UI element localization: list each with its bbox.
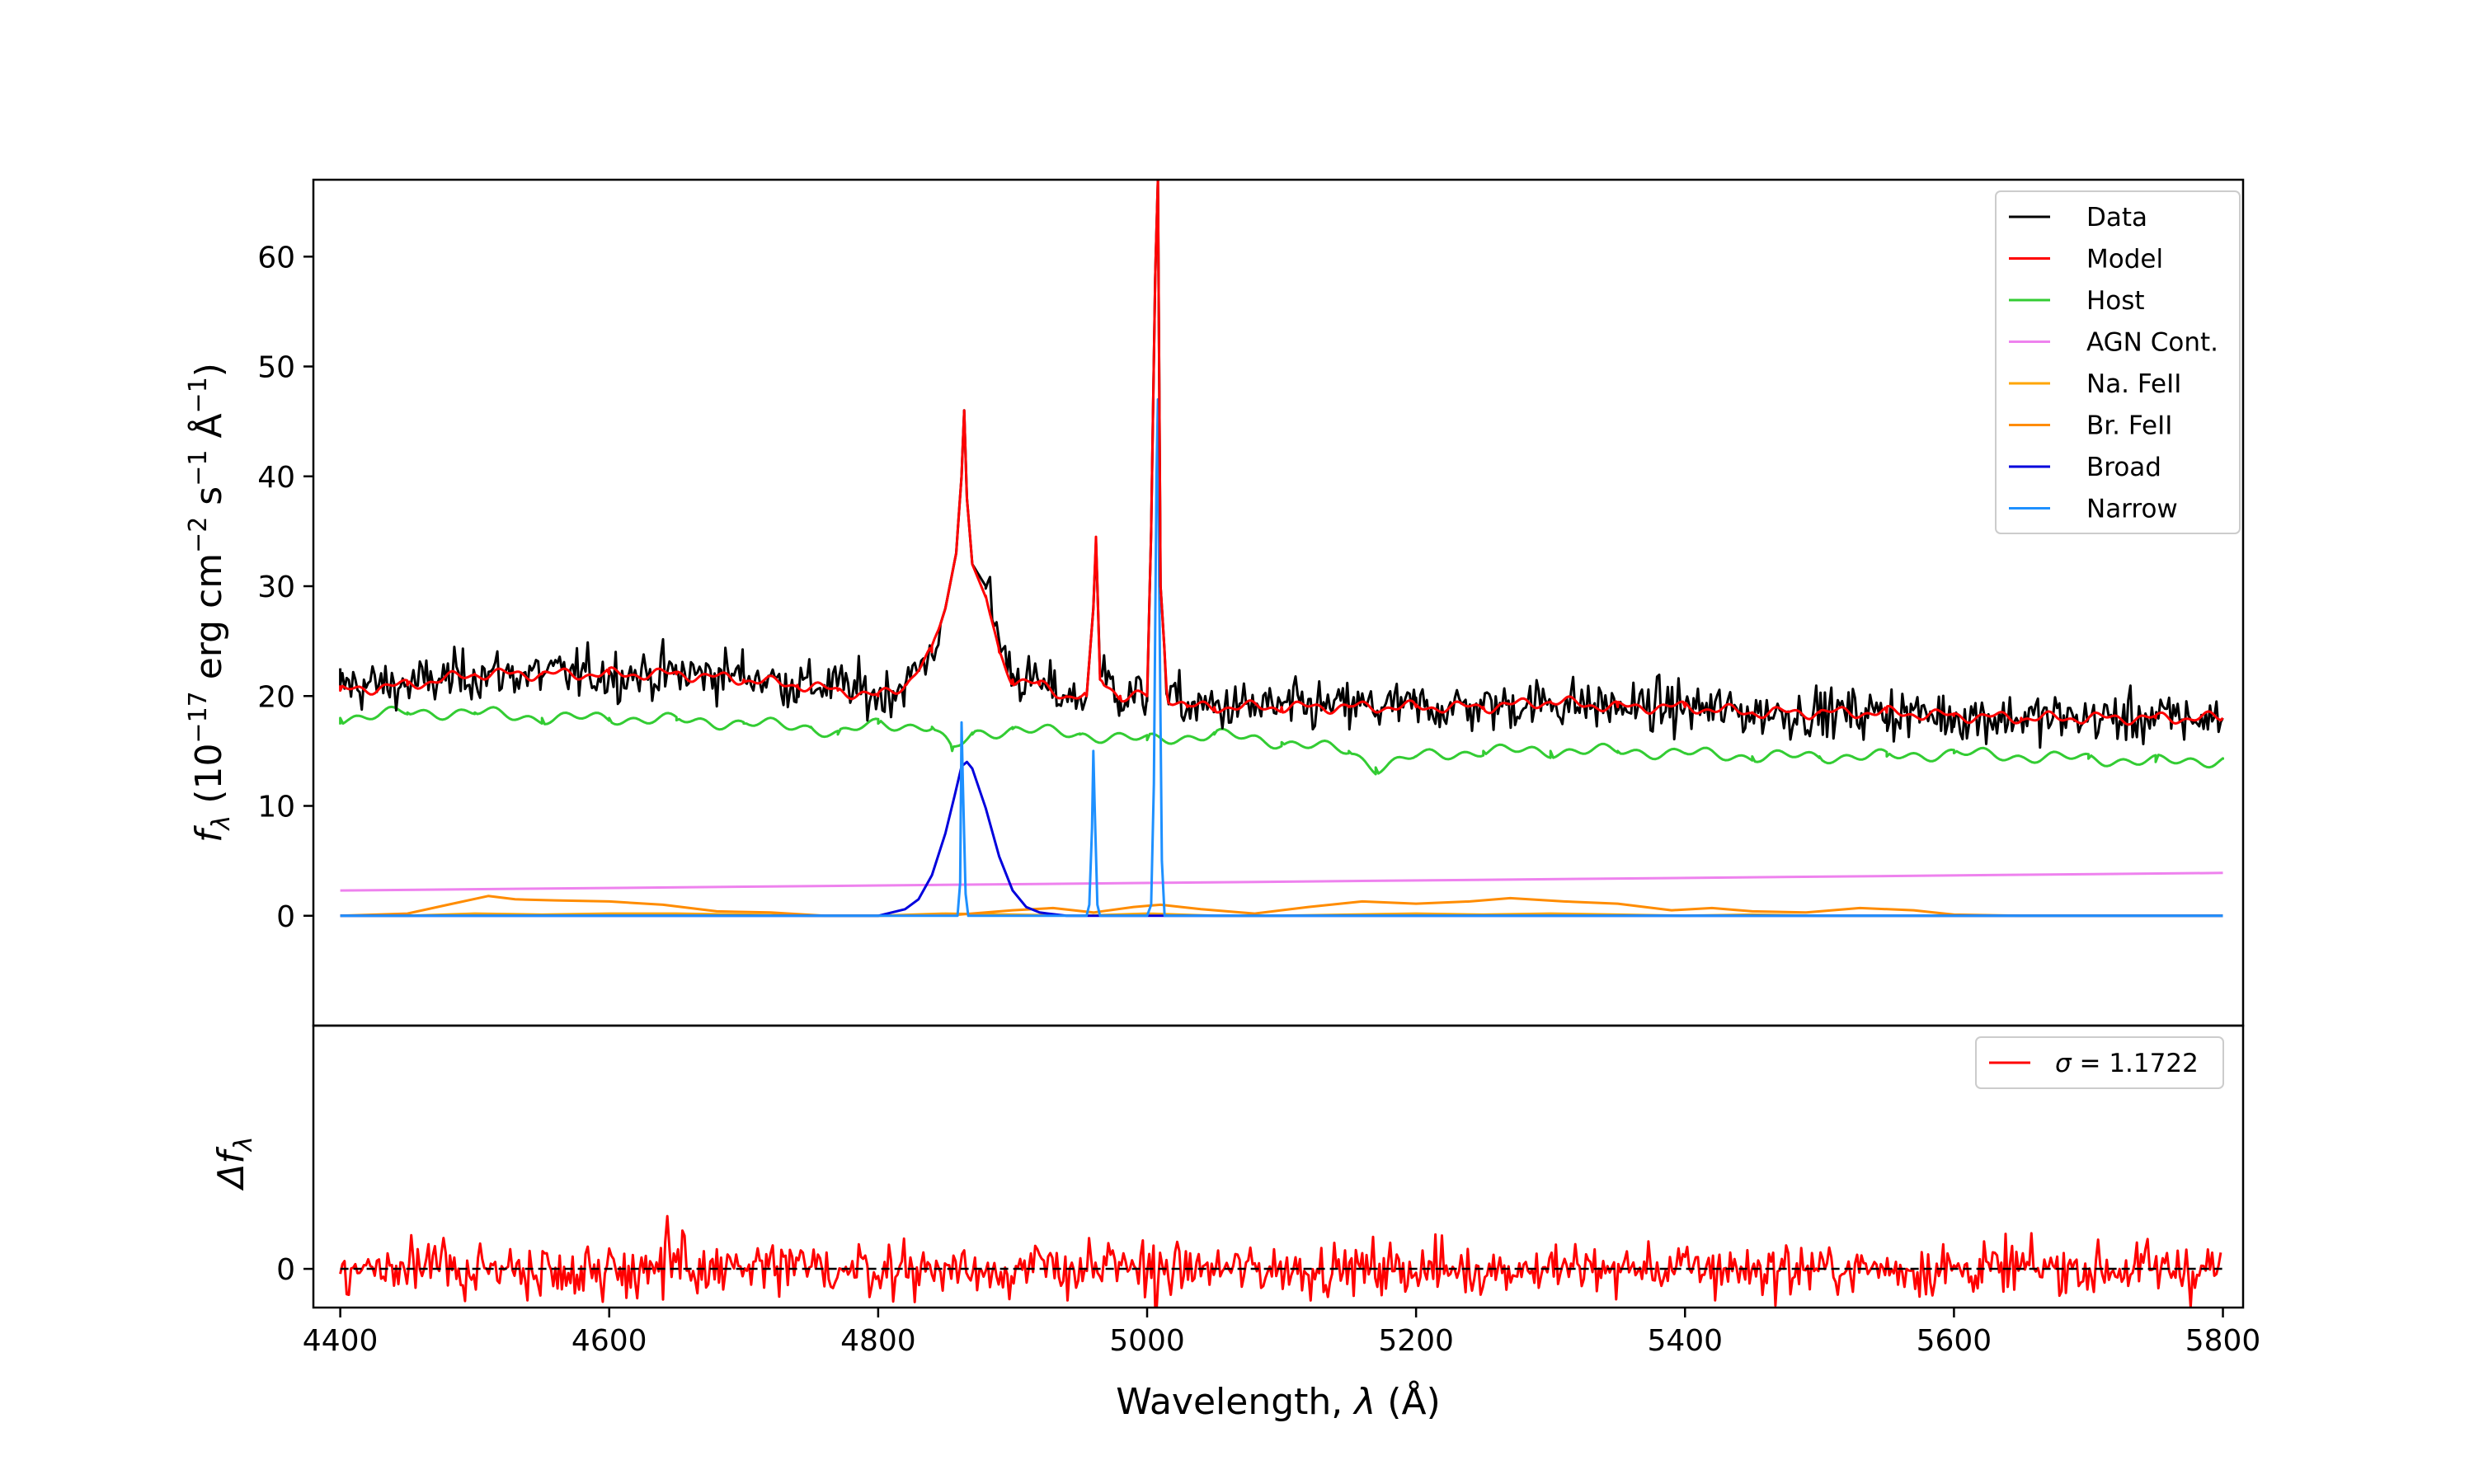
x-axis-ticks: 4400 4600 4800 5000 5200 5400 5600 5800 <box>303 1308 2261 1358</box>
main-y-tick-label: 10 <box>257 791 295 824</box>
main-y-tick-label: 30 <box>257 571 295 604</box>
series-narrow-line <box>340 398 2223 918</box>
main-y-axis-label: fλ (10−17 erg cm−2 s−1 Å−1) <box>184 363 236 843</box>
x-tick-label: 5800 <box>2185 1324 2261 1358</box>
series-data-line <box>339 180 2224 749</box>
residual-legend-label: σ = 1.1722 <box>2055 1049 2199 1078</box>
legend-entry-label: Host <box>2086 286 2145 316</box>
series-broad-line <box>340 760 2223 918</box>
x-tick-label: 5000 <box>1109 1324 1185 1358</box>
main-y-tick-label: 40 <box>257 461 295 495</box>
series-host-line <box>339 705 2224 776</box>
main-spectrum-panel: 0 10 20 30 40 50 60 fλ (10−17 erg cm−2 s−1 Å−1… <box>184 178 2245 1027</box>
main-y-tick-label: 0 <box>276 900 295 934</box>
residual-y-axis-label: Δfλ <box>210 1136 258 1190</box>
x-tick-label: 5200 <box>1378 1324 1454 1358</box>
legend-entry-label: Na. FeII <box>2086 369 2181 399</box>
series-model-line <box>339 180 2224 726</box>
x-tick-label: 4800 <box>840 1324 916 1358</box>
x-axis-label: Wavelength, λ (Å) <box>1116 1379 1440 1423</box>
legend-entry-label: Model <box>2086 245 2163 275</box>
residual-legend-box <box>1975 1036 2224 1089</box>
main-legend-box <box>1995 190 2241 534</box>
legend-entry-label: AGN Cont. <box>2086 328 2218 358</box>
main-plot-area <box>339 180 2224 918</box>
main-y-tick-label: 50 <box>257 351 295 385</box>
legend-entry-label: Narrow <box>2086 495 2178 524</box>
residual-legend: σ = 1.1722 <box>1975 1036 2224 1089</box>
residual-panel: 0 Δfλ σ = 1.1722 <box>210 1024 2245 1309</box>
residual-plot-clip <box>339 1214 2223 1308</box>
residual-plot-area <box>339 1214 2223 1308</box>
series-residual-line <box>339 1214 2222 1308</box>
residual-axes-frame <box>312 1024 2245 1309</box>
x-tick-label: 5400 <box>1647 1324 1723 1358</box>
residual-y-tick-label: 0 <box>276 1253 295 1287</box>
main-legend: Data Model Host AGN Cont. Na. FeII Br. FeII Br… <box>1995 190 2241 534</box>
x-tick-label: 5600 <box>1917 1324 1992 1358</box>
x-tick-label: 4600 <box>571 1324 647 1358</box>
main-y-tick-label: 20 <box>257 680 295 714</box>
main-y-ticks: 0 10 20 30 40 50 60 <box>257 241 313 934</box>
series-br-feii-line <box>340 895 2223 918</box>
legend-entry-label: Br. FeII <box>2086 411 2172 441</box>
series-agn-cont-line <box>340 871 2223 892</box>
residual-y-ticks: 0 <box>276 1253 313 1287</box>
x-tick-label: 4400 <box>303 1324 379 1358</box>
legend-entry-label: Data <box>2086 203 2147 232</box>
legend-entry-label: Broad <box>2086 453 2161 482</box>
main-y-tick-label: 60 <box>257 241 295 275</box>
main-plot-clip <box>339 180 2224 918</box>
